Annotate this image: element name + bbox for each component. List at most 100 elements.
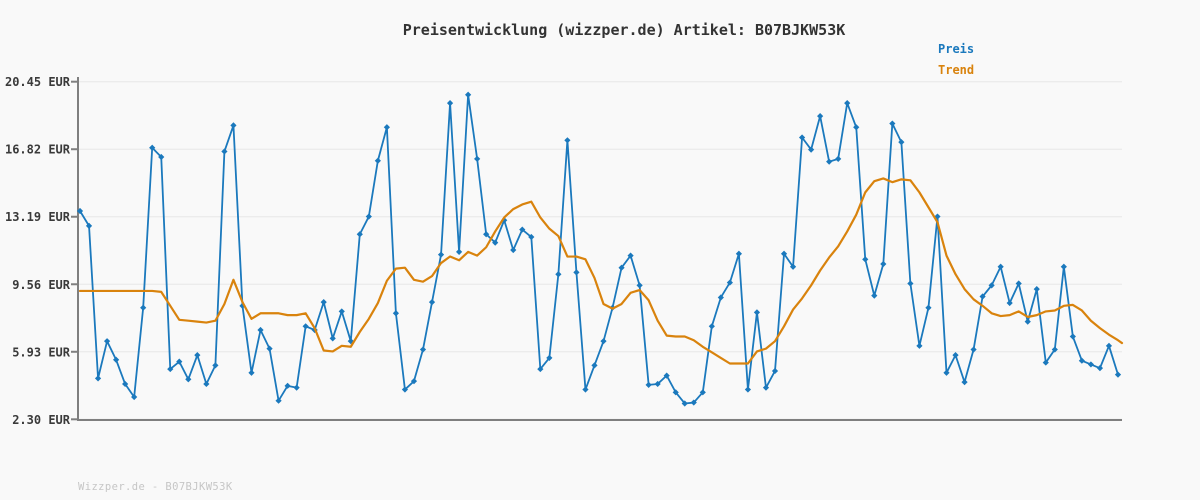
y-axis-tick-label: 20.45 EUR	[5, 75, 71, 89]
price-point-marker	[898, 139, 905, 146]
price-point-marker	[248, 369, 255, 376]
price-point-marker	[149, 144, 156, 151]
price-point-marker	[826, 158, 833, 165]
price-point-marker	[131, 393, 138, 401]
price-point-marker	[1105, 342, 1113, 349]
price-point-marker	[428, 299, 436, 306]
price-point-marker	[158, 153, 165, 161]
price-point-marker	[537, 365, 544, 373]
price-point-marker	[221, 148, 228, 155]
price-point-marker	[1060, 263, 1067, 270]
price-point-marker	[230, 122, 237, 129]
price-point-marker	[997, 263, 1004, 270]
legend-item-preis: Preis	[938, 42, 975, 56]
price-point-marker	[302, 323, 309, 330]
price-point-marker	[275, 397, 282, 404]
price-point-marker	[465, 91, 472, 98]
price-point-marker	[871, 292, 878, 299]
legend-item-trend: Trend	[938, 63, 975, 77]
y-axis-tick-label: 9.56 EUR	[12, 278, 71, 292]
price-point-marker	[780, 250, 788, 257]
price-point-marker	[717, 294, 724, 301]
price-point-marker	[483, 231, 490, 238]
price-point-marker	[961, 378, 968, 386]
y-axis-tick-label: 16.82 EUR	[5, 143, 71, 157]
price-point-marker	[591, 362, 598, 369]
price-point-marker	[293, 384, 300, 391]
price-point-marker	[979, 293, 986, 300]
price-point-marker	[853, 124, 860, 131]
price-point-marker	[1033, 285, 1040, 293]
chart-title: Preisentwicklung (wizzper.de) Artikel: B…	[402, 21, 846, 39]
y-axis-tick-label: 2.30 EUR	[12, 413, 71, 427]
trend-series	[78, 177, 1124, 365]
price-point-marker	[338, 308, 345, 315]
price-point-marker	[1069, 333, 1076, 340]
price-point-marker	[636, 282, 643, 289]
price-point-marker	[185, 376, 192, 383]
price-point-marker	[925, 304, 932, 311]
price-point-marker	[708, 323, 715, 330]
price-point-marker	[916, 342, 923, 349]
price-point-marker	[176, 358, 183, 365]
price-point-marker	[419, 346, 427, 353]
price-point-marker	[347, 338, 354, 345]
price-point-marker	[1051, 346, 1058, 353]
price-point-marker	[789, 263, 797, 270]
price-point-marker	[167, 365, 174, 373]
price-point-marker	[844, 99, 851, 107]
price-point-marker	[663, 372, 670, 379]
price-series	[76, 91, 1122, 407]
price-point-marker	[699, 389, 706, 396]
price-point-marker	[762, 384, 770, 391]
price-point-marker	[320, 299, 327, 306]
price-point-marker	[203, 380, 210, 388]
price-point-marker	[392, 310, 400, 317]
price-point-marker	[555, 271, 562, 278]
price-point-marker	[952, 352, 959, 359]
price-point-marker	[455, 248, 463, 255]
price-point-marker	[1078, 357, 1085, 364]
price-point-marker	[401, 386, 409, 393]
price-point-marker	[1024, 318, 1031, 325]
price-point-marker	[546, 354, 553, 362]
price-point-marker	[943, 369, 950, 376]
price-point-marker	[753, 309, 761, 316]
price-point-marker	[988, 282, 995, 289]
chart-legend: Preis Trend	[938, 39, 974, 81]
price-point-marker	[690, 399, 697, 406]
price-point-marker	[726, 279, 733, 286]
price-point-marker	[329, 335, 336, 342]
price-point-marker	[365, 213, 372, 220]
grid-lines	[79, 81, 1122, 420]
price-point-marker	[194, 352, 201, 359]
price-point-marker	[284, 382, 291, 389]
price-point-marker	[672, 389, 679, 396]
price-point-marker	[654, 380, 661, 388]
y-axis-labels: 20.45 EUR 16.82 EUR 13.19 EUR 9.56 EUR 5.93 …	[5, 75, 71, 427]
price-point-marker	[356, 231, 363, 238]
price-point-marker	[85, 222, 93, 229]
price-point-marker	[94, 375, 102, 382]
price-point-marker	[492, 239, 499, 246]
price-point-marker	[1114, 371, 1122, 378]
price-point-marker	[600, 338, 607, 345]
price-point-marker	[76, 207, 84, 215]
y-axis-tick-label: 5.93 EUR	[12, 345, 71, 359]
price-point-marker	[735, 250, 742, 257]
price-point-marker	[618, 264, 625, 271]
price-point-marker	[1042, 359, 1049, 366]
price-point-marker	[681, 400, 688, 407]
axes	[71, 77, 1122, 421]
price-point-marker	[564, 137, 571, 144]
price-point-marker	[437, 251, 445, 258]
price-point-marker	[113, 356, 120, 363]
price-point-marker	[862, 256, 869, 263]
price-point-marker	[771, 367, 779, 375]
price-point-marker	[122, 380, 129, 388]
price-point-marker	[383, 124, 390, 131]
price-point-marker	[528, 233, 535, 241]
price-point-marker	[140, 304, 147, 311]
price-point-marker	[374, 157, 381, 164]
